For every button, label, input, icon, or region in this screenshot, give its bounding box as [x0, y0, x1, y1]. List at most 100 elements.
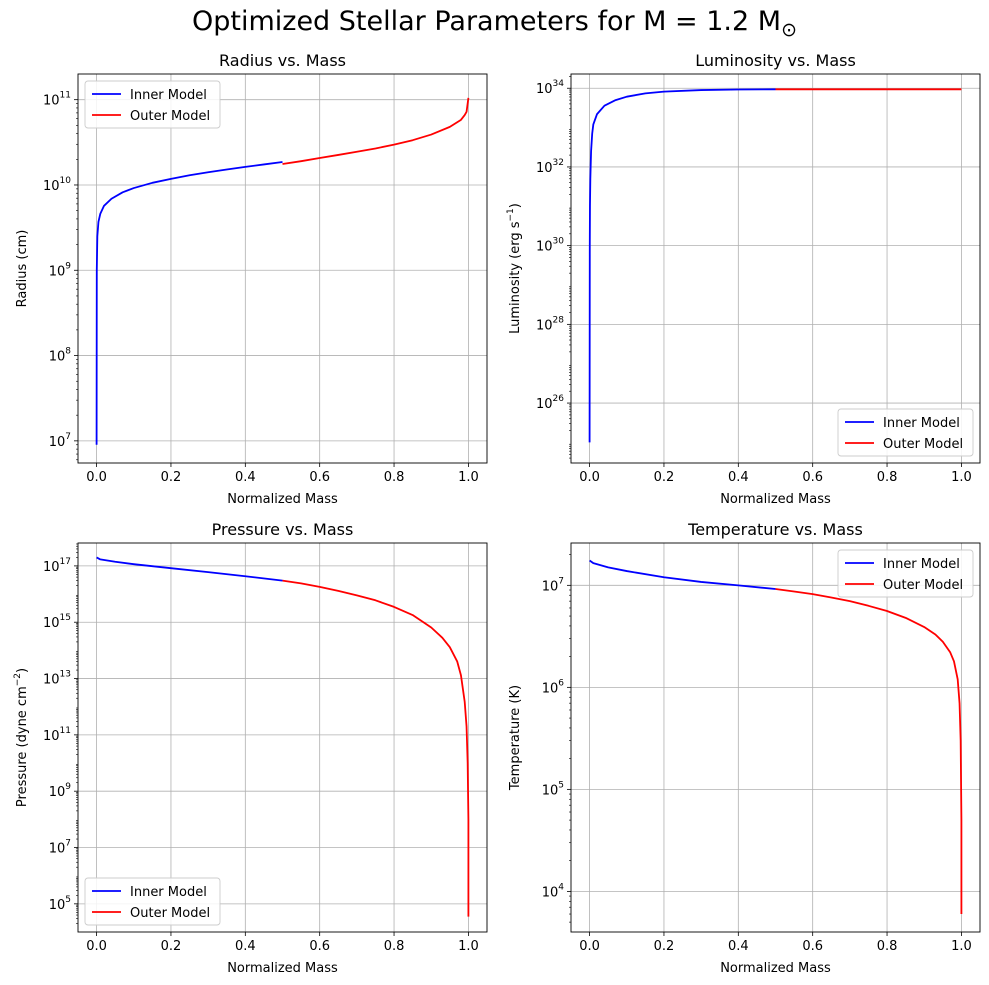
temperature-x-tick-label: 1.0 [951, 939, 972, 954]
temperature-x-tick-label: 0.6 [802, 939, 823, 954]
radius-y-tick-label: 1010 [43, 176, 71, 194]
pressure-y-label-end: ) [15, 668, 30, 673]
temperature-axes-frame [570, 542, 981, 933]
luminosity-y-tick-exponent: 26 [553, 394, 565, 404]
temperature-legend: Inner Model Outer Model [837, 549, 974, 598]
figure-title: Optimized Stellar Parameters for M = 1.2… [0, 6, 989, 41]
temperature-x-tick-label: 0.2 [654, 939, 675, 954]
figure-title-text: Optimized Stellar Parameters for M = 1.2… [191, 6, 782, 37]
radius-x-tick-label: 0.8 [384, 470, 405, 485]
temperature-y-tick-exponent: 4 [558, 882, 564, 892]
pressure-x-tick-label: 0.6 [309, 939, 330, 954]
luminosity-x-tick-label: 0.6 [802, 470, 823, 485]
radius-y-tick-exponent: 11 [60, 91, 71, 101]
radius-y-tick-exponent: 10 [60, 176, 72, 186]
pressure-outer-model-line [282, 579, 470, 917]
pressure-y-tick-exponent: 7 [65, 839, 71, 849]
radius-panel: 0.0 0.2 0.4 0.6 0.8 1.010710810910101011Radiu… [15, 51, 488, 507]
pressure-y-tick-exponent: 5 [65, 895, 71, 905]
temperature-y-tick-exponent: 5 [558, 780, 564, 790]
luminosity-y-tick-label: 1032 [536, 158, 564, 176]
luminosity-y-tick-label: 1028 [536, 315, 564, 333]
temperature-y-tick-label: 106 [542, 678, 565, 696]
pressure-y-tick-exponent: 11 [60, 726, 71, 736]
pressure-x-tick-label: 0.4 [235, 939, 256, 954]
luminosity-y-label: Luminosity (erg s−1) [506, 203, 523, 334]
radius-y-tick-exponent: 8 [65, 347, 71, 357]
radius-inner-model-line [95, 161, 283, 445]
radius-x-tick-label: 0.2 [161, 470, 182, 485]
radius-outer-model-line [282, 97, 470, 165]
luminosity-legend-box [837, 408, 974, 457]
pressure-y-label-exponent: −2 [13, 673, 23, 686]
pressure-legend-box [84, 877, 221, 926]
temperature-x-tick-label: 0.0 [579, 939, 600, 954]
radius-title: Radius vs. Mass [219, 51, 346, 70]
pressure-axes-frame [77, 542, 488, 933]
radius-y-tick-exponent: 9 [65, 261, 71, 271]
luminosity-legend-inner-label: Inner Model [883, 416, 960, 431]
luminosity-inner-model-line [588, 88, 776, 443]
luminosity-y-tick-label: 1034 [536, 79, 564, 97]
temperature-y-tick-label: 107 [542, 576, 564, 594]
luminosity-y-tick-exponent: 30 [553, 237, 565, 247]
luminosity-panel: 0.0 0.2 0.4 0.6 0.8 1.0 1026 1028 1030 1032 1034 Lu… [506, 51, 981, 507]
luminosity-y-tick-exponent: 28 [553, 315, 565, 325]
temperature-y-tick-label: 105 [542, 780, 564, 798]
pressure-x-tick-label: 0.0 [86, 939, 107, 954]
radius-y-tick-label: 1011 [43, 91, 71, 109]
pressure-y-tick-exponent: 15 [60, 613, 71, 623]
temperature-x-tick-label: 0.8 [877, 939, 898, 954]
luminosity-x-tick-label: 0.8 [877, 470, 898, 485]
luminosity-x-label: Normalized Mass [720, 492, 831, 507]
pressure-y-tick-exponent: 17 [60, 557, 71, 567]
pressure-legend-inner-label: Inner Model [130, 885, 207, 900]
pressure-x-tick-label: 0.2 [161, 939, 182, 954]
radius-x-tick-label: 0.6 [309, 470, 330, 485]
luminosity-x-tick-label: 1.0 [951, 470, 972, 485]
radius-x-label: Normalized Mass [227, 492, 338, 507]
luminosity-y-tick-label: 1030 [536, 237, 564, 255]
temperature-title: Temperature vs. Mass [687, 520, 863, 539]
radius-x-tick-label: 1.0 [458, 470, 479, 485]
luminosity-y-tick-exponent: 34 [553, 79, 565, 89]
radius-legend-outer-label: Outer Model [130, 109, 210, 124]
radius-x-tick-label: 0.0 [86, 470, 107, 485]
pressure-x-tick-label: 0.8 [384, 939, 405, 954]
luminosity-x-tick-label: 0.2 [654, 470, 675, 485]
temperature-y-tick-label: 104 [542, 882, 565, 900]
pressure-y-tick-label: 1013 [43, 670, 71, 688]
pressure-legend: Inner Model Outer Model [84, 877, 221, 926]
radius-y-tick-label: 109 [49, 261, 72, 279]
pressure-x-tick-label: 1.0 [458, 939, 479, 954]
pressure-legend-outer-label: Outer Model [130, 906, 210, 921]
pressure-y-tick-exponent: 13 [60, 670, 71, 680]
temperature-y-tick-exponent: 7 [558, 576, 564, 586]
pressure-y-tick-label: 1011 [43, 726, 71, 744]
radius-x-tick-label: 0.4 [235, 470, 256, 485]
pressure-title: Pressure vs. Mass [212, 520, 354, 539]
temperature-y-label: Temperature (K) [508, 685, 523, 791]
luminosity-y-label-exponent: −1 [506, 208, 516, 221]
pressure-panel: 0.0 0.2 0.4 0.6 0.8 1.01051071091011101310151… [13, 520, 488, 976]
pressure-y-tick-label: 109 [49, 782, 72, 800]
temperature-x-tick-label: 0.4 [728, 939, 749, 954]
temperature-y-tick-exponent: 6 [558, 678, 564, 688]
radius-legend: Inner Model Outer Model [84, 80, 221, 129]
pressure-inner-model-line [96, 556, 283, 582]
pressure-y-tick-label: 105 [49, 895, 71, 913]
temperature-legend-outer-label: Outer Model [883, 578, 963, 593]
pressure-y-tick-label: 1015 [43, 613, 71, 631]
pressure-y-tick-label: 107 [49, 839, 71, 857]
temperature-outer-model-line [775, 588, 963, 915]
radius-axes-frame [77, 73, 488, 464]
luminosity-axes-frame [570, 73, 981, 464]
pressure-x-label: Normalized Mass [227, 961, 338, 976]
temperature-legend-inner-label: Inner Model [883, 557, 960, 572]
temperature-x-label: Normalized Mass [720, 961, 831, 976]
pressure-y-tick-label: 1017 [43, 557, 71, 575]
luminosity-y-tick-label: 1026 [536, 394, 564, 412]
luminosity-legend-outer-label: Outer Model [883, 437, 963, 452]
luminosity-x-tick-label: 0.0 [579, 470, 600, 485]
